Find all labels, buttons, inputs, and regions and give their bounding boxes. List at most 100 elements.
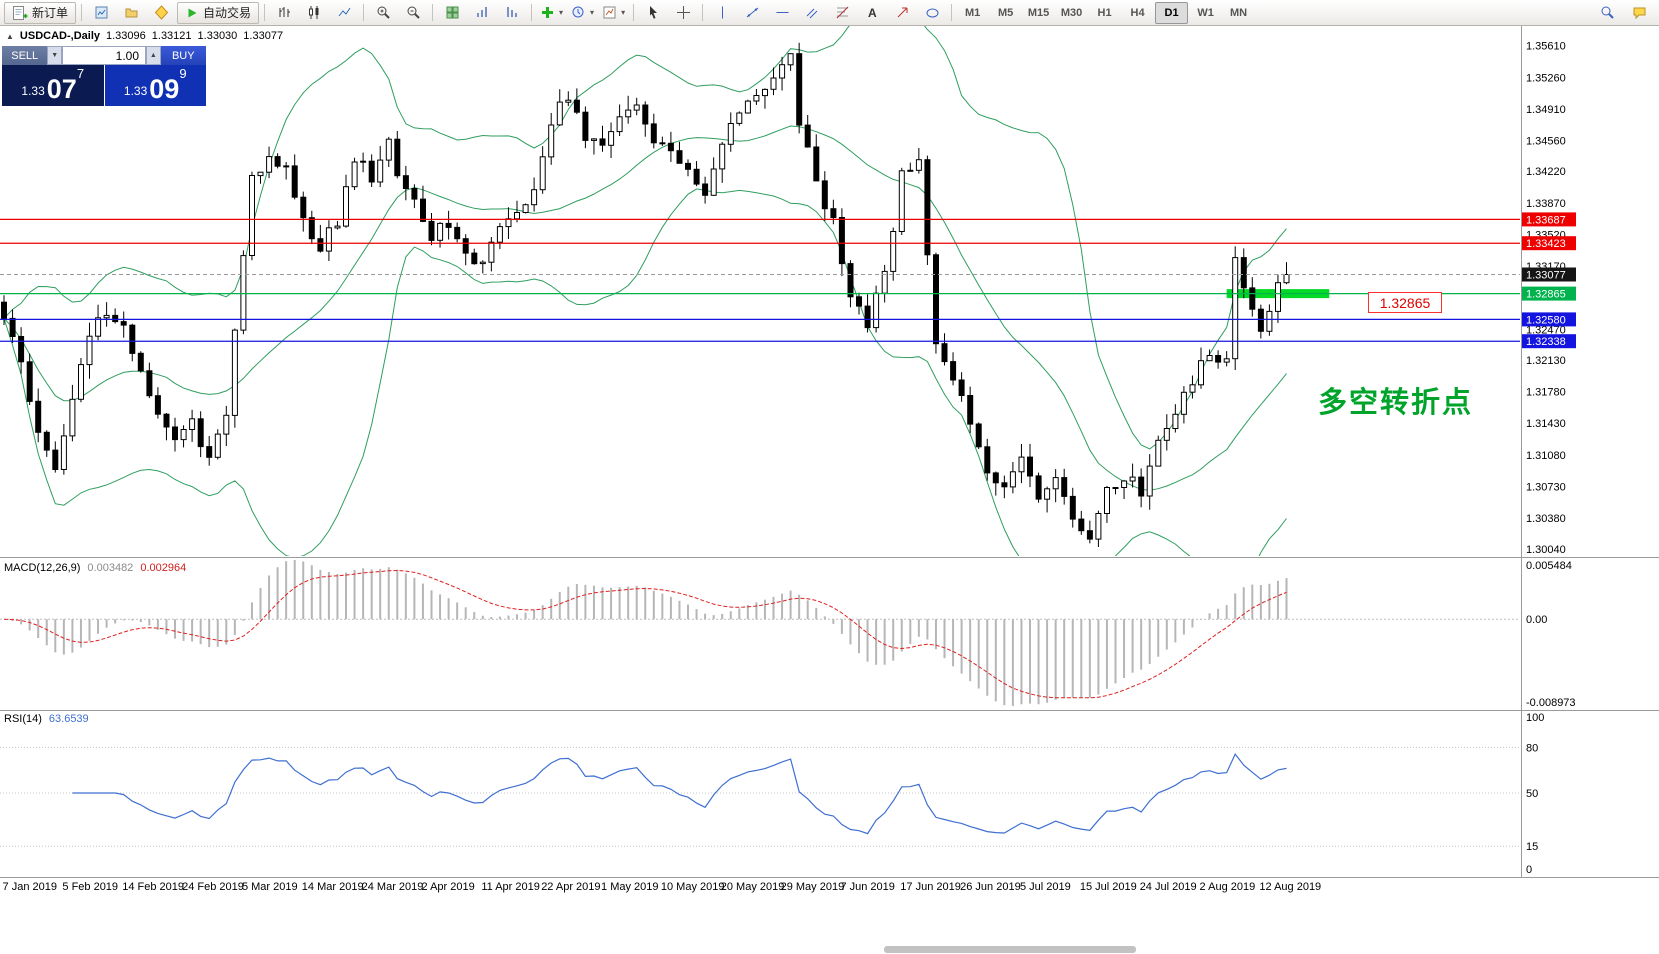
zoom-out-icon	[407, 6, 420, 19]
horizontal-scrollbar-thumb[interactable]	[884, 946, 1136, 953]
bear-candle	[650, 123, 657, 144]
bear-candle	[163, 413, 170, 428]
price-badge	[1522, 334, 1576, 349]
crosshair-button[interactable]	[669, 3, 697, 23]
bull-candle	[736, 112, 743, 124]
vertical-line-icon	[721, 6, 723, 19]
ohlc-open: 1.33096	[106, 30, 146, 42]
price-tick-label: 1.35610	[1526, 41, 1566, 53]
bar-chart-button[interactable]	[270, 3, 298, 23]
time-axis-label: 29 May 2019	[780, 881, 845, 893]
time-axis-label: 1 May 2019	[601, 881, 659, 893]
bear-candle	[659, 142, 666, 145]
search-button[interactable]	[1593, 2, 1621, 22]
bull-candle	[915, 159, 922, 171]
macd-panel[interactable]	[0, 560, 1520, 706]
zoom-out-button[interactable]	[399, 3, 427, 23]
chart-collapse-icon[interactable]: ▲	[6, 31, 14, 41]
periods-button[interactable]: ▾	[568, 3, 597, 23]
bear-candle	[137, 352, 144, 372]
tf-d1-button[interactable]: D1	[1155, 1, 1189, 24]
bull-candle	[727, 123, 734, 145]
sort-descending-button[interactable]	[498, 3, 526, 23]
market-watch-button[interactable]	[87, 3, 115, 23]
macd-axis-label: 0.005484	[1526, 560, 1572, 572]
indicators-button[interactable]: ▾	[537, 3, 566, 23]
templates-button[interactable]: ▾	[599, 3, 628, 23]
tile-windows-button[interactable]	[438, 3, 466, 23]
bear-candle	[206, 446, 213, 458]
bear-candle	[1086, 530, 1093, 540]
community-button[interactable]	[1625, 2, 1653, 22]
bull-candle	[437, 222, 444, 241]
bear-candle	[1249, 287, 1256, 310]
bear-candle	[43, 431, 50, 451]
tf-mn-button[interactable]: MN	[1230, 6, 1248, 19]
rsi-panel[interactable]	[0, 746, 1520, 847]
templates-icon	[603, 6, 616, 19]
text-label-button[interactable]: A	[858, 3, 886, 23]
tf-m15-button[interactable]: M15	[1027, 6, 1050, 19]
buy-price-sup: 9	[179, 66, 187, 81]
bull-candle	[257, 171, 264, 177]
volume-increase-button[interactable]: ▲	[146, 46, 161, 65]
main-price-panel[interactable]	[0, 0, 1520, 623]
bear-candle	[693, 168, 700, 185]
bull-candle	[1009, 471, 1016, 488]
candlestick-chart-button[interactable]	[300, 3, 328, 23]
time-axis[interactable]: 7 Jan 2019 5 Feb 2019 14 Feb 2019 24 Feb 20…	[0, 879, 1520, 897]
tf-m30-button[interactable]: M30	[1060, 6, 1083, 19]
sort-descending-icon	[506, 7, 517, 17]
equidistant-channel-button[interactable]	[798, 3, 826, 23]
bull-candle	[898, 170, 905, 233]
zoom-in-button[interactable]	[369, 3, 397, 23]
sell-price-display[interactable]: 1.33 07 7	[2, 65, 104, 106]
bear-candle	[838, 217, 845, 265]
new-order-button[interactable]: 新订单	[4, 1, 77, 24]
line-chart-button[interactable]	[330, 3, 358, 23]
cursor-button[interactable]	[639, 3, 667, 23]
price-callout-label[interactable]: 1.32865	[1368, 292, 1442, 313]
rsi-axis-label: 50	[1526, 788, 1538, 800]
bull-candle	[479, 261, 486, 265]
tf-h1-button[interactable]: H1	[1097, 6, 1112, 19]
bear-candle	[856, 296, 862, 307]
buy-price-display[interactable]: 1.33 09 9	[104, 65, 206, 106]
profiles-button[interactable]	[117, 3, 145, 23]
bull-candle	[1189, 384, 1196, 393]
bear-candle	[154, 395, 161, 415]
bear-candle	[975, 423, 982, 448]
tf-m5-button[interactable]: M5	[997, 6, 1014, 19]
bear-candle	[676, 150, 683, 164]
price-tick-label: 1.31080	[1526, 450, 1566, 462]
volume-decrease-button[interactable]: ▼	[47, 46, 62, 65]
buy-price-big: 09	[149, 74, 180, 105]
market-watch-icon	[95, 6, 108, 19]
trendline-button[interactable]	[738, 3, 766, 23]
bull-candle	[873, 292, 880, 329]
cursor-icon	[649, 6, 657, 19]
sort-ascending-button[interactable]	[468, 3, 496, 23]
metaeditor-button[interactable]	[147, 3, 175, 23]
horizontal-line-button[interactable]	[768, 3, 796, 23]
fibonacci-button[interactable]	[828, 3, 856, 23]
buy-button[interactable]: BUY	[160, 46, 206, 65]
bull-candle	[1223, 358, 1230, 363]
time-axis-label: 24 Mar 2019	[361, 881, 424, 893]
bull-candle	[189, 418, 196, 430]
tf-h4-button[interactable]: H4	[1130, 6, 1145, 19]
arrows-button[interactable]	[888, 3, 916, 23]
horizontal-line-icon	[776, 12, 789, 13]
vertical-line-button[interactable]	[708, 3, 736, 23]
shapes-button[interactable]	[918, 3, 946, 23]
volume-input[interactable]	[62, 46, 146, 65]
tf-m1-button[interactable]: M1	[964, 6, 981, 19]
autotrading-button[interactable]: 自动交易	[177, 1, 260, 24]
time-axis-label: 15 Jul 2019	[1079, 881, 1137, 893]
tf-w1-button[interactable]: W1	[1197, 6, 1214, 19]
sell-button[interactable]: SELL	[2, 46, 48, 65]
bear-candle	[35, 400, 42, 433]
tile-windows-icon	[446, 6, 459, 19]
